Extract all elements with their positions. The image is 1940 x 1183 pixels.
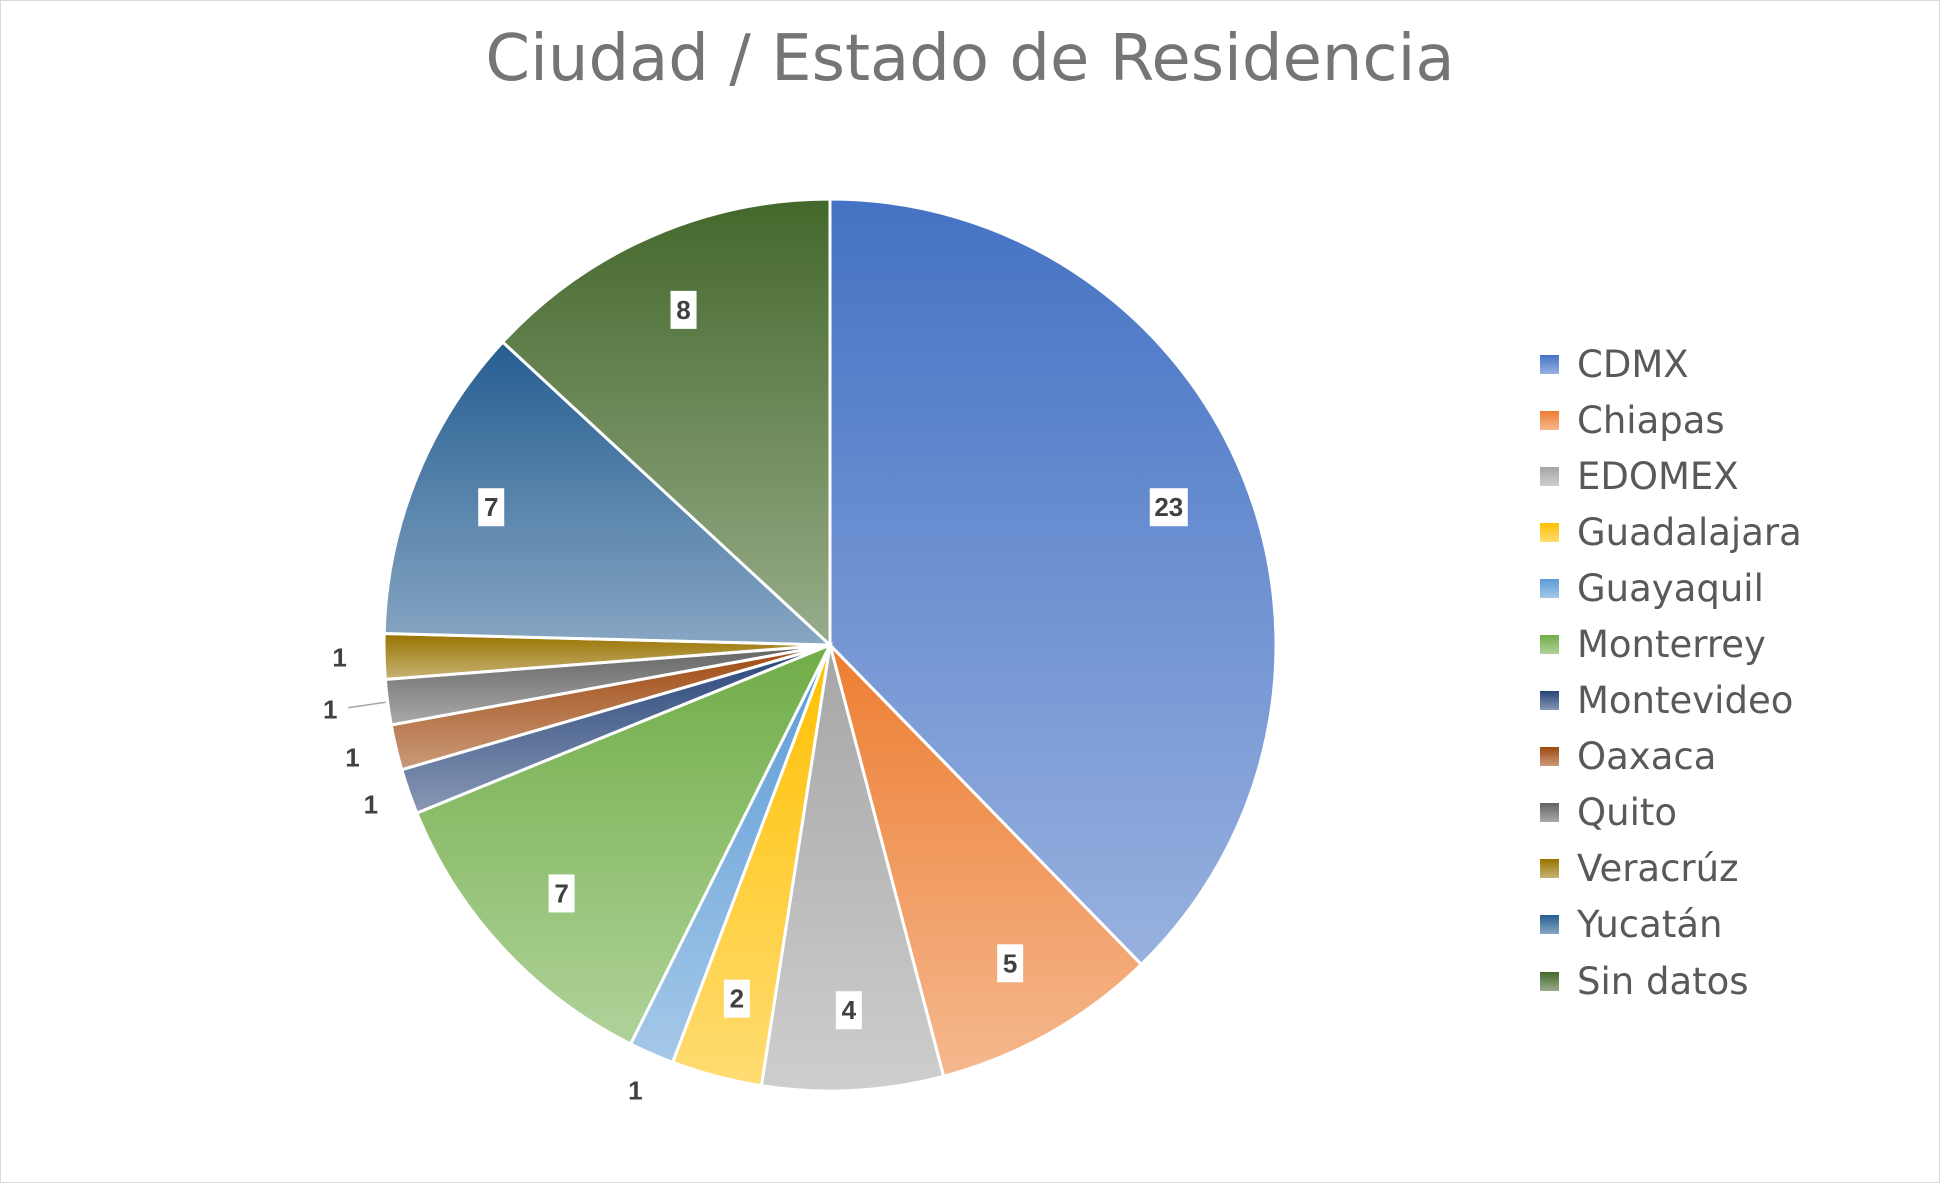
- data-label-guadalajara: 2: [730, 984, 744, 1014]
- pie-slice-sin-datos: [500, 197, 832, 649]
- data-label-box-chiapas: [997, 944, 1024, 983]
- data-label-box-yucatan: [478, 488, 505, 527]
- legend-item-veracruz: Veracrúz: [1540, 841, 1802, 897]
- legend: CDMX Chiapas EDOMEX Guadalajara Guayaquil Mon…: [1540, 336, 1802, 1009]
- legend-item-chiapas: Chiapas: [1540, 392, 1802, 448]
- legend-swatch: [1540, 354, 1559, 374]
- data-label-box-monterrey: [548, 874, 575, 913]
- legend-label: Montevideo: [1577, 679, 1794, 723]
- legend-label: Guayaquil: [1577, 566, 1764, 610]
- data-label-oaxaca: 1: [345, 743, 359, 773]
- legend-item-monterrey: Monterrey: [1540, 616, 1802, 672]
- legend-label: Oaxaca: [1577, 735, 1717, 779]
- legend-label: EDOMEX: [1577, 454, 1739, 498]
- data-label-guayaquil: 1: [628, 1075, 642, 1105]
- data-label-box-edomex: [835, 991, 862, 1030]
- legend-item-yucatan: Yucatán: [1540, 897, 1802, 953]
- legend-item-montevideo: Montevideo: [1540, 673, 1802, 729]
- data-label-montevideo: 1: [364, 790, 378, 820]
- pie-slice-cdmx: [828, 197, 1278, 967]
- pie-slice-edomex: [759, 644, 946, 1093]
- data-label-monterrey: 7: [554, 878, 568, 908]
- legend-swatch: [1540, 747, 1559, 767]
- legend-swatch: [1540, 859, 1559, 879]
- data-label-edomex: 4: [842, 995, 857, 1025]
- data-label-veracruz: 1: [332, 643, 346, 673]
- data-label-sin-datos: 8: [676, 295, 690, 325]
- legend-swatch: [1540, 971, 1559, 991]
- legend-swatch: [1540, 466, 1559, 486]
- legend-label: Chiapas: [1577, 398, 1725, 442]
- data-label-box-guadalajara: [723, 979, 750, 1018]
- data-label-quito: 1: [323, 695, 337, 725]
- pie-slice-chiapas: [827, 639, 1144, 1079]
- chart-title: Ciudad / Estado de Residencia: [485, 22, 1455, 96]
- leader-line-quito: [348, 701, 386, 709]
- legend-swatch: [1540, 691, 1559, 711]
- legend-label: Monterrey: [1577, 623, 1766, 667]
- legend-label: Quito: [1577, 791, 1677, 835]
- legend-label: Veracrúz: [1577, 847, 1739, 891]
- legend-swatch: [1540, 915, 1559, 935]
- data-label-chiapas: 5: [1003, 948, 1017, 978]
- data-label-box-cdmx: [1149, 488, 1188, 527]
- legend-swatch: [1540, 635, 1559, 655]
- legend-label: CDMX: [1577, 342, 1689, 386]
- legend-item-oaxaca: Oaxaca: [1540, 729, 1802, 785]
- legend-label: Sin datos: [1577, 959, 1749, 1003]
- data-label-cdmx: 23: [1154, 492, 1183, 522]
- legend-swatch: [1540, 803, 1559, 823]
- legend-label: Yucatán: [1577, 903, 1723, 947]
- legend-item-quito: Quito: [1540, 785, 1802, 841]
- pie-slice-yucatan: [382, 339, 834, 647]
- legend-item-cdmx: CDMX: [1540, 336, 1802, 392]
- legend-item-sin-datos: Sin datos: [1540, 953, 1802, 1009]
- legend-item-edomex: EDOMEX: [1540, 448, 1802, 504]
- data-label-yucatan: 7: [484, 492, 498, 522]
- legend-item-guadalajara: Guadalajara: [1540, 504, 1802, 560]
- pie-slice-monterrey: [414, 642, 834, 1046]
- data-label-box-sin-datos: [670, 290, 697, 329]
- legend-swatch: [1540, 410, 1559, 430]
- legend-swatch: [1540, 522, 1559, 542]
- legend-swatch: [1540, 578, 1559, 598]
- legend-item-guayaquil: Guayaquil: [1540, 560, 1802, 616]
- legend-label: Guadalajara: [1577, 510, 1802, 554]
